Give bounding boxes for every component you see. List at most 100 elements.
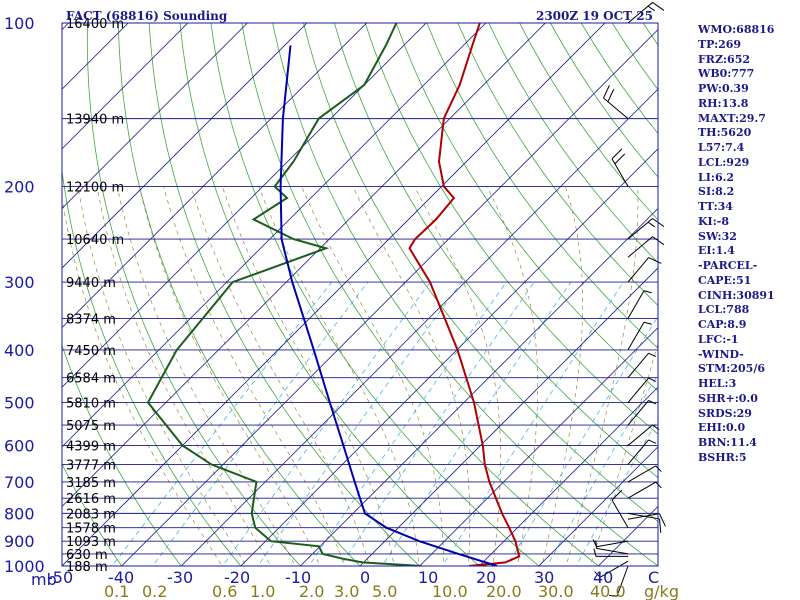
series-line-1 (146, 23, 422, 566)
isobar-layer (62, 22, 658, 567)
dry-adiabat (210, 23, 540, 566)
dry-adiabat (457, 23, 658, 307)
height-label: 2616 m (66, 492, 116, 507)
x-tick-label: 0 (360, 568, 370, 587)
moist-adiabat (222, 186, 395, 566)
wind-barb-flag (647, 5, 655, 12)
dry-adiabat (62, 344, 182, 566)
wind-barb (627, 352, 649, 379)
index-item: PW:0.39 (698, 82, 749, 95)
y-tick-label: 900 (4, 532, 35, 551)
isotherm (62, 23, 487, 448)
mixing-ratio-label: g/kg (644, 582, 679, 600)
wind-barb (627, 236, 653, 258)
height-label: 1578 m (66, 522, 116, 537)
mixing-ratio-line (339, 281, 535, 566)
index-item: LCL:929 (698, 155, 750, 169)
wind-barb-flag (592, 539, 597, 547)
wind-barb (627, 377, 649, 403)
wind-barb-flag (648, 400, 657, 405)
wind-barb (611, 499, 629, 528)
mixing-ratio-label: 0.1 (104, 582, 129, 600)
isotherm (478, 386, 658, 566)
isotherm (62, 23, 189, 150)
wind-barb-flag (643, 290, 652, 294)
isotherm (299, 207, 658, 566)
isotherm (359, 267, 658, 566)
index-item: -WIND- (698, 347, 744, 361)
y-tick-label: 300 (4, 273, 35, 292)
series-line-0 (408, 23, 521, 566)
wind-barb (600, 560, 629, 578)
wind-barb (616, 565, 629, 597)
index-item: EI:1.4 (698, 244, 735, 258)
wind-barb-flag (603, 85, 610, 99)
mixing-ratio-line (442, 281, 624, 566)
mixing-ratio-line (575, 418, 658, 566)
moist-adiabat (352, 186, 471, 566)
wind-barb-flag (643, 321, 652, 325)
index-item: MAXT:29.7 (698, 111, 766, 125)
wind-barb-flag (595, 540, 597, 549)
moist-adiabat (486, 186, 539, 566)
height-label: 4399 m (66, 440, 116, 455)
y-tick-label: 500 (4, 394, 35, 413)
x-tick-label: 20 (476, 568, 496, 587)
wind-barb-flag (648, 439, 657, 444)
grid-layer (62, 23, 658, 566)
mixing-ratio-label: 3.0 (334, 582, 359, 600)
index-item: BRN:11.4 (698, 436, 757, 449)
isotherm (180, 88, 658, 566)
mixing-ratio-label: 20.0 (486, 582, 522, 600)
y-tick-label: 1000 (4, 557, 45, 576)
dry-adiabat (426, 23, 658, 349)
x-tick-label: 30 (534, 568, 554, 587)
index-item: WMO:68816 (698, 23, 775, 36)
y-tick-label: 100 (4, 14, 35, 33)
wind-barb-flag (593, 548, 597, 557)
moist-adiabat (541, 186, 584, 566)
mixing-ratio-line (308, 281, 507, 566)
wind-barb-flag (648, 352, 657, 358)
x-axis-unit: mb (31, 570, 57, 589)
x-tick-label: -20 (224, 568, 250, 587)
wind-barb-flag (607, 88, 615, 102)
dry-adiabat (272, 23, 658, 566)
height-label: 16400 m (66, 17, 124, 32)
height-label: 12100 m (66, 180, 124, 195)
height-label: 9440 m (66, 276, 116, 291)
wind-barb-flag (594, 571, 601, 578)
index-item: CINH:30891 (698, 288, 775, 302)
height-label: 5810 m (66, 397, 116, 412)
wind-barb-flag (648, 257, 662, 264)
height-label: 10640 m (66, 233, 124, 248)
index-item: LI:6.2 (698, 170, 735, 184)
index-item: BSHR:5 (698, 450, 747, 464)
wind-barb (627, 400, 649, 426)
isotherm (62, 23, 606, 566)
wind-barb-layer (592, 2, 666, 597)
chart-title: FACT (68816) Sounding (66, 9, 228, 23)
index-item: CAP:8.9 (698, 318, 747, 331)
index-item: KI:-8 (698, 214, 729, 228)
wind-barb-flag (652, 2, 665, 11)
index-item: TP:269 (698, 37, 742, 51)
isotherm (121, 29, 658, 566)
index-item: STM:205/6 (698, 362, 765, 376)
height-label: 3777 m (66, 458, 116, 473)
label-layer: 16400 m 13940 m 12100 m 10640 m 9440 m 8374 m… (4, 14, 679, 600)
index-item: RH:13.8 (698, 96, 749, 110)
wind-barb (627, 465, 656, 483)
wind-barb (596, 547, 629, 555)
index-item: LFC:-1 (698, 332, 739, 346)
index-item: WB0:777 (698, 67, 755, 81)
index-item: FRZ:652 (698, 52, 751, 66)
wind-barb-flag (648, 377, 657, 382)
mixing-ratio-line (111, 281, 333, 566)
mixing-ratio-label: 30.0 (538, 582, 574, 600)
dry-adiabat (86, 23, 301, 566)
moist-adiabat (258, 186, 420, 566)
y-tick-label: 800 (4, 504, 35, 523)
x-tick-label: 10 (418, 568, 438, 587)
